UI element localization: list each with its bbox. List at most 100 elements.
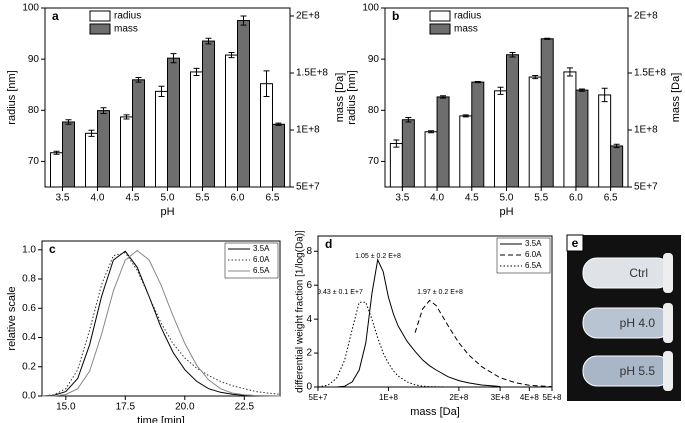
y-tick-label: 6	[306, 280, 312, 291]
bar	[459, 115, 473, 188]
error-bar	[263, 70, 270, 97]
y2-tick-label: 2E+8	[296, 11, 320, 22]
bar	[167, 57, 180, 188]
y-axis-title: relative scale	[6, 286, 18, 350]
y2-tick-label: 1.5E+8	[634, 68, 666, 79]
x-tick-label: 5.0	[500, 193, 514, 204]
legend-label: radius	[114, 11, 141, 22]
error-bar	[240, 15, 247, 26]
legend-label: mass	[114, 24, 138, 35]
y-tick-label: 4	[306, 314, 312, 325]
bar	[598, 94, 612, 188]
error-bar	[566, 67, 573, 77]
x-axis-title: mass [Da]	[410, 406, 460, 418]
legend-label: 6.0A	[525, 250, 542, 259]
y-tick-label: 90	[28, 54, 40, 65]
tube-cap	[663, 253, 673, 293]
x-tick-label: 6.5	[604, 193, 618, 204]
legend-swatch	[89, 10, 111, 22]
bar	[272, 123, 285, 188]
x-tick-label: 1E+8	[379, 393, 398, 402]
y-tick-label: 2	[306, 348, 312, 359]
error-bar	[601, 87, 608, 103]
legend-frame	[224, 242, 279, 279]
bar	[494, 90, 507, 188]
y2-tick-label: 5E+7	[634, 182, 658, 193]
y-tick-label: 1.0	[22, 244, 36, 255]
legend-label: 3.5A	[525, 239, 542, 248]
bar	[610, 145, 624, 188]
x-tick-label: 22.5	[235, 402, 255, 413]
y-tick-label: 70	[368, 156, 380, 167]
tube-label: pH 4.0	[620, 316, 656, 330]
bar	[202, 40, 215, 188]
panel-label-box	[566, 234, 584, 252]
error-bar	[578, 88, 585, 92]
x-tick-label: 5E+7	[309, 393, 328, 402]
bar	[97, 110, 110, 188]
error-bar	[135, 77, 142, 83]
error-bar	[393, 139, 400, 148]
x-tick-label: 5.0	[161, 193, 175, 204]
line	[41, 250, 281, 397]
x-tick-label: 3.5	[395, 193, 409, 204]
bar	[506, 54, 519, 188]
y-tick-label: 0.8	[22, 274, 36, 285]
x-tick-label: 4.0	[91, 193, 105, 204]
legend-label: 6.5A	[525, 261, 542, 270]
bar	[436, 96, 450, 188]
x-tick-label: 6.0	[569, 193, 583, 204]
bar	[237, 20, 250, 188]
error-bar	[205, 37, 212, 45]
panel-label: b	[392, 9, 399, 23]
y-tick-label: 90	[368, 54, 380, 65]
error-bar	[193, 67, 200, 77]
legend-label: radius	[454, 11, 481, 22]
x-tick-label: 4.0	[430, 193, 444, 204]
y-axis-title: radius [nm]	[6, 70, 18, 124]
bar	[132, 79, 145, 188]
legend-swatch	[429, 10, 451, 22]
panel-label: d	[325, 237, 332, 251]
panel-label: a	[52, 9, 59, 23]
tube-body	[582, 257, 672, 289]
panel-label: c	[49, 242, 56, 256]
y-tick-label: 0.4	[22, 332, 36, 343]
bar	[471, 81, 485, 188]
tube-label: Ctrl	[629, 266, 648, 280]
x-tick-label: 5.5	[196, 193, 210, 204]
error-bar	[53, 150, 60, 155]
error-bar	[170, 53, 177, 64]
bar	[424, 131, 438, 188]
x-tick-label: 6.5	[266, 193, 280, 204]
error-bar	[428, 130, 435, 134]
y-tick-label: 0.0	[22, 391, 36, 402]
y2-tick-label: 1E+8	[296, 125, 320, 136]
bar	[50, 152, 63, 188]
error-bar	[158, 85, 165, 97]
y2-axis-title: mass [Da]	[670, 73, 682, 123]
plot-frame	[317, 235, 553, 388]
x-axis-title: pH	[160, 206, 174, 218]
annotation: 9.43 ± 0.1 E+7	[317, 289, 363, 296]
x-tick-label: 5E+8	[543, 393, 562, 402]
bar	[225, 54, 238, 188]
y-tick-label: 100	[362, 3, 379, 14]
error-bar	[440, 95, 447, 99]
y-axis-title: radius [nm]	[346, 70, 358, 124]
y2-tick-label: 2E+8	[634, 11, 658, 22]
y-tick-label: 80	[28, 105, 40, 116]
bar	[120, 116, 133, 188]
error-bar	[613, 143, 620, 149]
legend-label: 6.0A	[253, 255, 270, 264]
y2-tick-label: 5E+7	[296, 182, 320, 193]
legend-swatch	[89, 23, 111, 35]
x-tick-label: 2E+8	[449, 393, 468, 402]
x-tick-label: 3E+8	[491, 393, 510, 402]
bar	[389, 143, 403, 188]
error-bar	[405, 116, 412, 123]
x-tick-label: 5.5	[534, 193, 548, 204]
line	[317, 301, 501, 388]
